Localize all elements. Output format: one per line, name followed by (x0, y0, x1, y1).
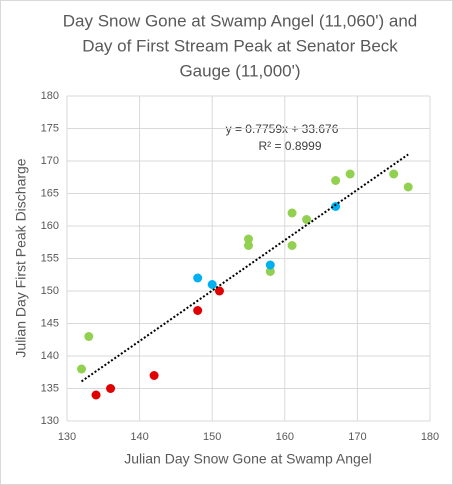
x-tick-label: 180 (421, 431, 439, 443)
y-tick-label: 165 (41, 187, 59, 199)
y-tick-label: 145 (41, 317, 59, 329)
x-axis-label: Julian Day Snow Gone at Swamp Angel (124, 451, 371, 467)
y-axis-label: Julian Day First Peak Discharge (13, 158, 29, 357)
y-tick-label: 135 (41, 382, 59, 394)
x-tick-label: 160 (276, 431, 294, 443)
point (214, 286, 224, 296)
point (193, 306, 203, 315)
x-tick-label: 140 (130, 431, 148, 443)
point (403, 182, 413, 192)
point (106, 384, 116, 393)
point (302, 215, 312, 224)
point (345, 169, 355, 179)
point (77, 364, 87, 374)
trendline-r2: R² = 0.8999 (258, 139, 321, 153)
y-tick-label: 175 (41, 122, 59, 134)
y-tick-label: 140 (41, 350, 59, 362)
x-tick-label: 170 (348, 431, 366, 443)
point (389, 169, 399, 179)
point (207, 280, 217, 289)
point (193, 273, 203, 283)
point (244, 234, 253, 244)
y-tick-label: 130 (41, 415, 59, 427)
chart-title: Day Snow Gone at Swamp Angel (11,060') a… (63, 11, 417, 30)
point (287, 241, 297, 250)
point (287, 208, 297, 218)
point (91, 390, 101, 400)
y-tick-label: 155 (41, 252, 59, 264)
y-tick-label: 170 (41, 155, 59, 167)
point (331, 202, 341, 211)
x-tick-label: 150 (203, 431, 221, 443)
point (149, 371, 159, 380)
point (84, 332, 94, 341)
point (244, 241, 253, 250)
point (265, 267, 275, 276)
trendline-equation: y = 0.7759x + 33.676 (226, 122, 339, 136)
point (265, 260, 275, 270)
point (331, 176, 341, 185)
chart-title: Gauge (11,000') (179, 61, 300, 80)
y-tick-label: 150 (41, 285, 59, 297)
chart-title: Day of First Stream Peak at Senator Beck (82, 36, 398, 55)
y-tick-label: 180 (41, 90, 59, 102)
x-tick-label: 130 (58, 431, 76, 443)
y-tick-label: 160 (41, 220, 59, 232)
